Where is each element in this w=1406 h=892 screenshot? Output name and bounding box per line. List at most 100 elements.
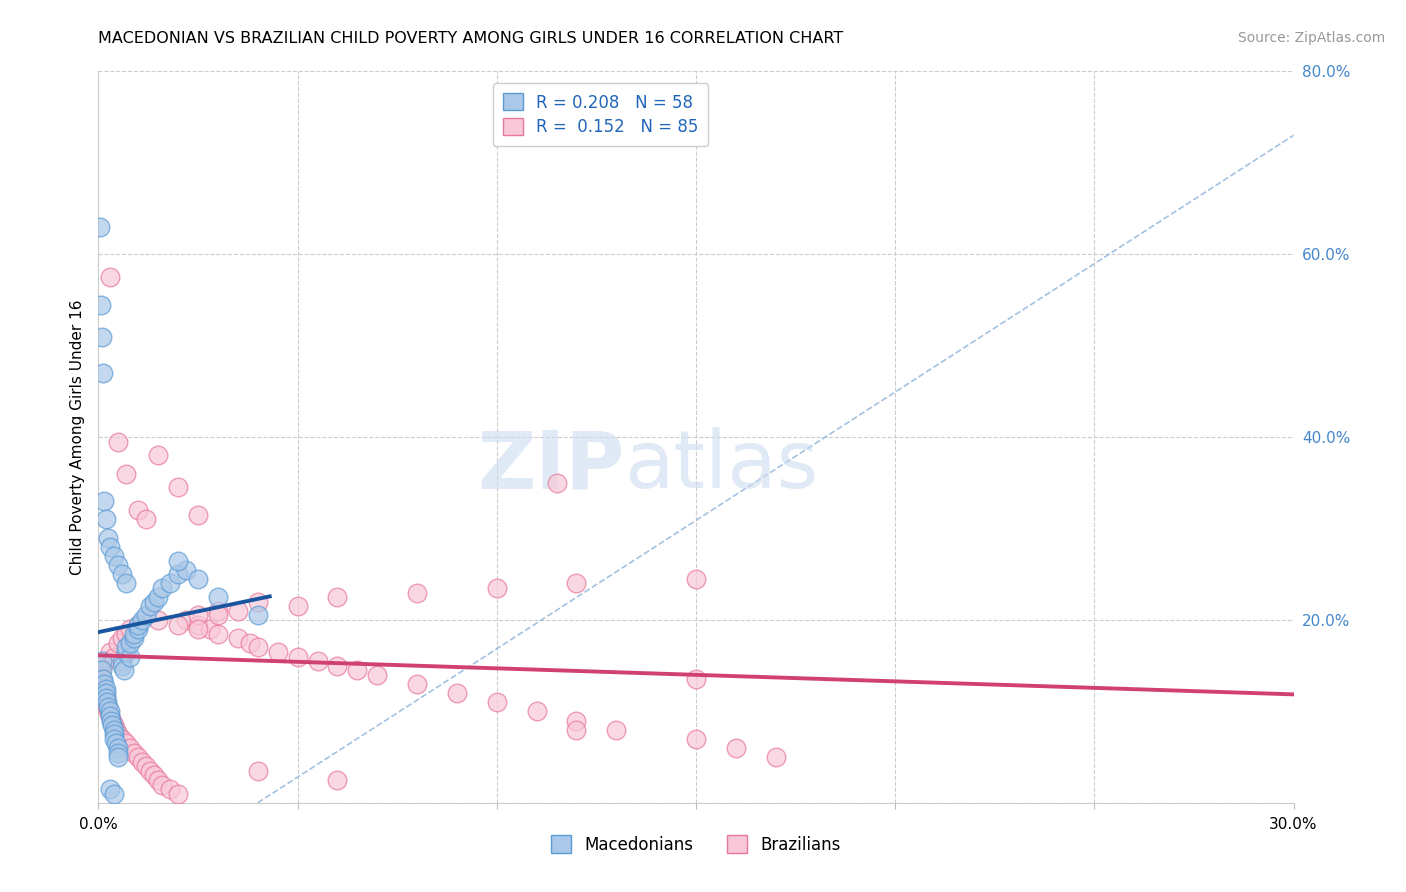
Point [96,699,118,714]
Point [98,782,122,797]
Point [139,599,162,614]
Point [207,590,229,604]
Point [366,667,388,681]
Point [93,494,115,508]
Point [187,508,209,522]
Point [96,695,118,709]
Point [93,686,115,700]
Point [98,709,122,723]
Point [115,640,138,655]
Point [94,690,117,705]
Point [93,677,115,691]
Point [100,714,122,728]
Point [112,663,135,677]
Point [565,714,588,728]
Point [135,608,157,623]
Point [127,617,149,632]
Point [207,626,229,640]
Point [485,581,508,595]
Point [406,677,429,691]
Point [111,632,134,646]
Point [148,613,170,627]
Point [148,448,170,462]
Point [765,750,787,764]
Text: MACEDONIAN VS BRAZILIAN CHILD POVERTY AMONG GIRLS UNDER 16 CORRELATION CHART: MACEDONIAN VS BRAZILIAN CHILD POVERTY AM… [98,31,844,46]
Point [135,512,157,526]
Point [446,686,468,700]
Point [115,645,138,659]
Point [96,512,118,526]
Point [111,567,134,582]
Point [167,553,190,567]
Point [326,658,349,673]
Point [97,531,120,545]
Point [724,740,747,755]
Point [187,622,209,636]
Point [167,787,190,801]
Point [565,723,588,737]
Point [174,613,197,627]
Point [287,599,309,614]
Point [107,740,129,755]
Point [103,727,125,741]
Point [94,681,117,696]
Point [115,576,138,591]
Point [287,649,309,664]
Point [107,636,129,650]
Point [97,699,120,714]
Point [526,705,548,719]
Point [246,640,269,655]
Point [91,663,114,677]
Point [685,673,707,687]
Point [307,654,329,668]
Point [91,673,114,687]
Point [127,750,149,764]
Point [105,723,128,737]
Point [120,622,142,636]
Point [207,604,229,618]
Point [135,759,157,773]
Point [326,772,349,787]
Point [143,768,166,782]
Point [98,270,122,285]
Point [120,636,142,650]
Point [131,613,153,627]
Point [96,686,118,700]
Point [143,594,166,608]
Point [96,695,118,709]
Point [98,645,122,659]
Point [90,297,112,311]
Point [107,434,129,449]
Point [111,654,134,668]
Text: atlas: atlas [624,427,818,506]
Point [115,626,138,640]
Point [167,480,190,494]
Point [246,594,269,608]
Point [187,617,209,632]
Text: Source: ZipAtlas.com: Source: ZipAtlas.com [1237,31,1385,45]
Point [546,475,568,490]
Point [148,772,170,787]
Point [105,736,128,750]
Point [150,581,173,595]
Point [103,649,125,664]
Point [91,681,114,696]
Point [98,705,122,719]
Point [131,755,153,769]
Point [485,695,508,709]
Point [103,718,125,732]
Point [139,764,162,778]
Point [346,663,368,677]
Point [267,645,290,659]
Point [167,617,190,632]
Point [101,718,124,732]
Y-axis label: Child Poverty Among Girls Under 16: Child Poverty Among Girls Under 16 [69,300,84,574]
Point [174,563,197,577]
Point [90,667,112,681]
Point [96,654,118,668]
Point [239,636,262,650]
Point [148,590,170,604]
Point [246,608,269,623]
Point [198,622,221,636]
Point [326,590,349,604]
